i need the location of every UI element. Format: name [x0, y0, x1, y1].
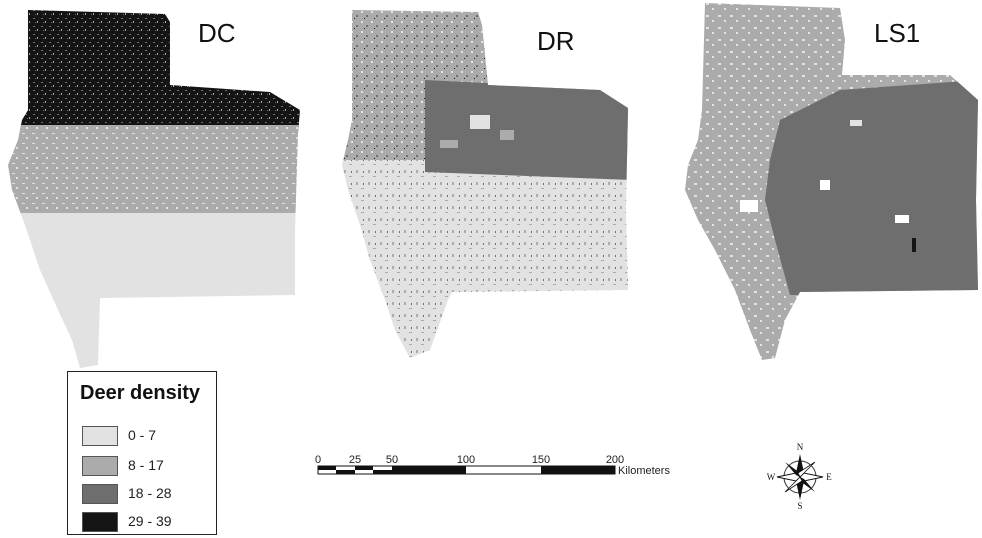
- map-ls1: [685, 3, 978, 360]
- legend-title: Deer density: [80, 382, 201, 404]
- map-title-dc: DC: [198, 18, 236, 48]
- map-dc: [8, 10, 300, 368]
- compass-west: W: [767, 472, 776, 482]
- map-dr: [342, 10, 628, 358]
- map-title-ls1: LS1: [874, 18, 921, 48]
- legend-swatch: [82, 512, 118, 532]
- map-panel-ls1: LS1: [680, 0, 980, 370]
- legend-label: 29 - 39: [128, 513, 172, 529]
- scale-tick-label: 50: [386, 454, 398, 466]
- scale-unit: Kilometers: [618, 465, 670, 477]
- map-panel-dr: DR: [330, 0, 640, 370]
- legend: Deer density 0 - 7 8 - 17 18 - 28 29 - 3…: [67, 371, 217, 535]
- scale-tick-label: 150: [532, 454, 550, 466]
- scale-tick-label: 200: [606, 454, 624, 466]
- map-panel-dc: DC: [0, 0, 310, 370]
- scale-tick-label: 100: [457, 454, 475, 466]
- legend-label: 8 - 17: [128, 457, 164, 473]
- scale-tick-label: 25: [349, 454, 361, 466]
- map-title-dr: DR: [537, 26, 575, 56]
- compass-rose-icon: N S W E: [765, 440, 835, 511]
- legend-swatch: [82, 426, 118, 446]
- scale-bar: 0 25 50 100 150 200 Kilometers: [310, 450, 700, 490]
- compass-east: E: [826, 472, 832, 482]
- compass-south: S: [797, 501, 802, 510]
- legend-label: 0 - 7: [128, 427, 157, 443]
- scale-tick-label: 0: [315, 454, 321, 466]
- legend-swatch: [82, 484, 118, 504]
- legend-label: 18 - 28: [128, 485, 172, 501]
- legend-swatch: [82, 456, 118, 476]
- compass-north: N: [797, 442, 804, 452]
